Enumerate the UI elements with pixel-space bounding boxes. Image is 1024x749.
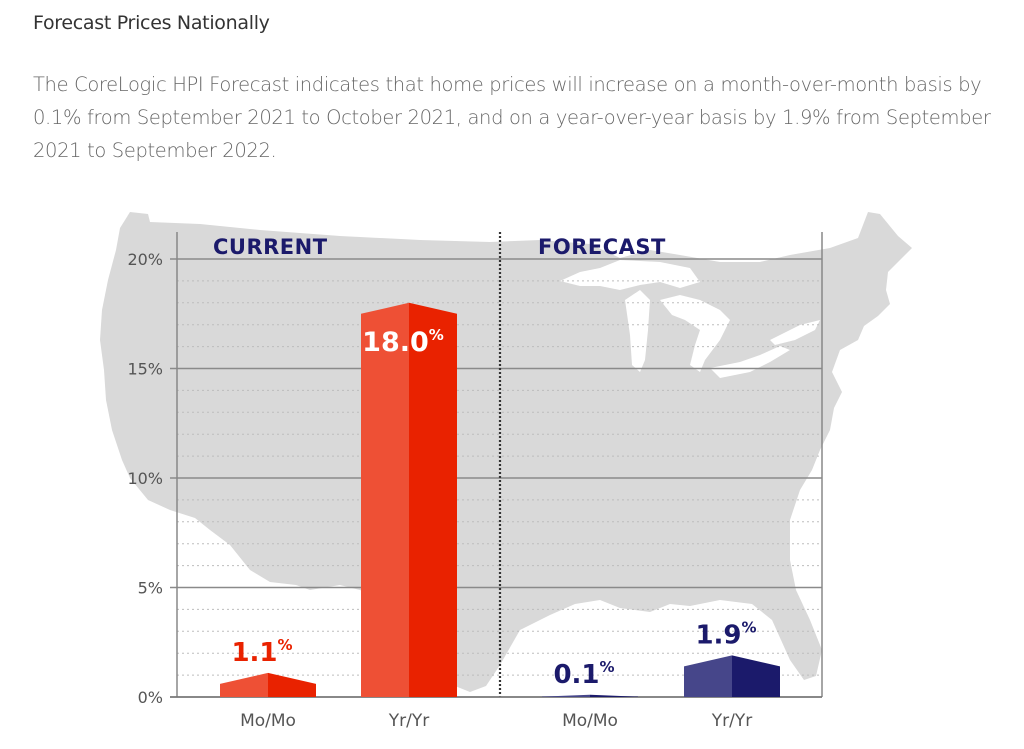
section-label-forecast: FORECAST xyxy=(538,235,666,259)
bar-face-left xyxy=(542,694,590,697)
y-tick-label: 0% xyxy=(138,688,163,707)
great-lakes xyxy=(560,260,820,378)
category-labels: Mo/Mo Yr/Yr Mo/Mo Yr/Yr xyxy=(240,711,752,731)
y-tick-label: 20% xyxy=(127,250,163,269)
grid-layer xyxy=(170,258,822,676)
us-map-background xyxy=(100,212,912,692)
y-tick-label: 10% xyxy=(127,469,163,488)
bar-face-right xyxy=(732,655,780,697)
category-label: Yr/Yr xyxy=(388,711,429,731)
bar-forecast-yr-yr xyxy=(684,655,780,697)
percent-suffix: % xyxy=(429,326,444,344)
forecast-description: The CoreLogic HPI Forecast indicates tha… xyxy=(33,73,991,162)
category-label: Mo/Mo xyxy=(562,711,618,731)
bar-face-right xyxy=(409,302,457,697)
percent-suffix: % xyxy=(742,618,757,636)
category-label: Mo/Mo xyxy=(240,711,296,731)
y-tick-label: 5% xyxy=(138,579,163,598)
category-label: Yr/Yr xyxy=(711,711,752,731)
value-label: 1.1% xyxy=(231,636,292,668)
bars xyxy=(220,302,780,697)
bar-face-left xyxy=(220,672,268,697)
bar-current-yr-yr xyxy=(361,302,457,697)
y-tick-labels: 0% 5% 10% 15% 20% xyxy=(127,250,163,707)
bar-current-mo-mo xyxy=(220,672,316,697)
value-label: 18.0% xyxy=(362,326,444,358)
bar-face-right xyxy=(590,694,638,697)
percent-suffix: % xyxy=(600,658,615,676)
section-title: Forecast Prices Nationally xyxy=(33,12,270,34)
value-label: 0.1% xyxy=(553,658,614,690)
bar-forecast-mo-mo xyxy=(542,694,638,697)
bar-face-right xyxy=(268,672,316,697)
bar-face-left xyxy=(361,302,409,697)
us-map-silhouette xyxy=(100,212,912,692)
value-label: 1.9% xyxy=(695,618,756,650)
y-tick-label: 15% xyxy=(127,360,163,379)
section-label-current: CURRENT xyxy=(213,235,328,259)
percent-suffix: % xyxy=(278,636,293,654)
bar-face-left xyxy=(684,655,732,697)
